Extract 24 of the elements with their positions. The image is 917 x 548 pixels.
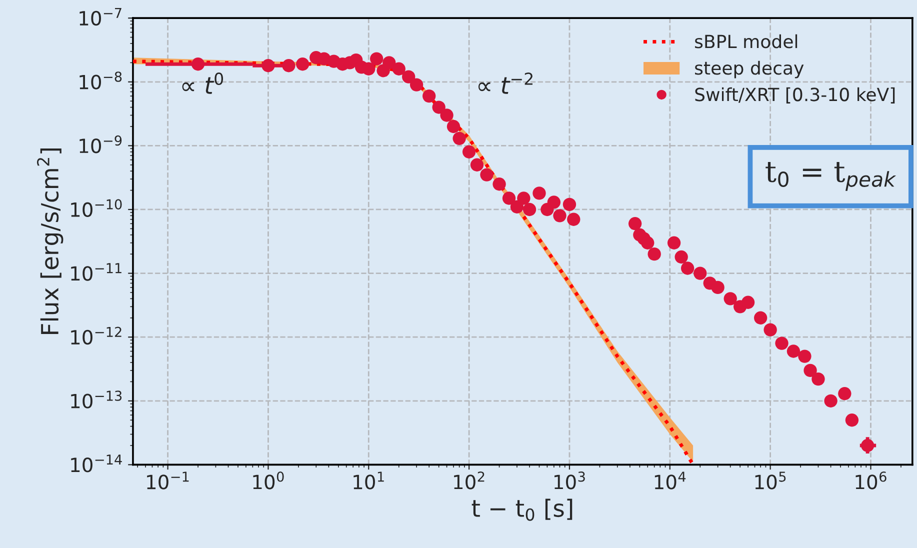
- y-tick-label: 10$^{−9}$: [80, 135, 122, 154]
- y-axis-title: Flux [erg/s/cm$^{2}$]: [36, 148, 64, 334]
- x-tick-label: 10$^{−1}$: [147, 472, 189, 490]
- x-tick-label: 10$^{6}$: [856, 472, 886, 490]
- y-tick-label: 10$^{−12}$: [71, 326, 122, 345]
- y-tick-label: 10$^{−8}$: [80, 72, 122, 90]
- annotation: ∝ t$^{0}$: [182, 72, 224, 94]
- x-tick-label: 10$^{3}$: [554, 472, 585, 490]
- x-axis-title: t − t$_{0}$ [s]: [472, 498, 572, 521]
- y-tick-label: 10$^{−14}$: [71, 454, 122, 472]
- y-tick-label: 10$^{−13}$: [71, 390, 122, 408]
- y-tick-label: 10$^{−7}$: [80, 8, 122, 26]
- y-tick-label: 10$^{−11}$: [71, 263, 122, 281]
- x-tick-label: 10$^{0}$: [253, 472, 284, 490]
- x-tick-label: 10$^{1}$: [354, 472, 384, 490]
- x-tick-label: 10$^{2}$: [454, 472, 484, 490]
- annotation: ∝ t$^{−2}$: [478, 72, 532, 94]
- legend-label: sBPL model: [695, 34, 798, 48]
- y-tick-label: 10$^{−10}$: [71, 199, 122, 218]
- x-tick-label: 10$^{5}$: [755, 472, 786, 490]
- annotation: steep decay: [695, 60, 804, 78]
- x-tick-label: 10$^{4}$: [654, 472, 686, 490]
- annotation: t$_{0}$ = t$_{peak}$: [766, 162, 896, 191]
- legend-label: Swift/XRT [0.3-10 keV]: [695, 87, 895, 104]
